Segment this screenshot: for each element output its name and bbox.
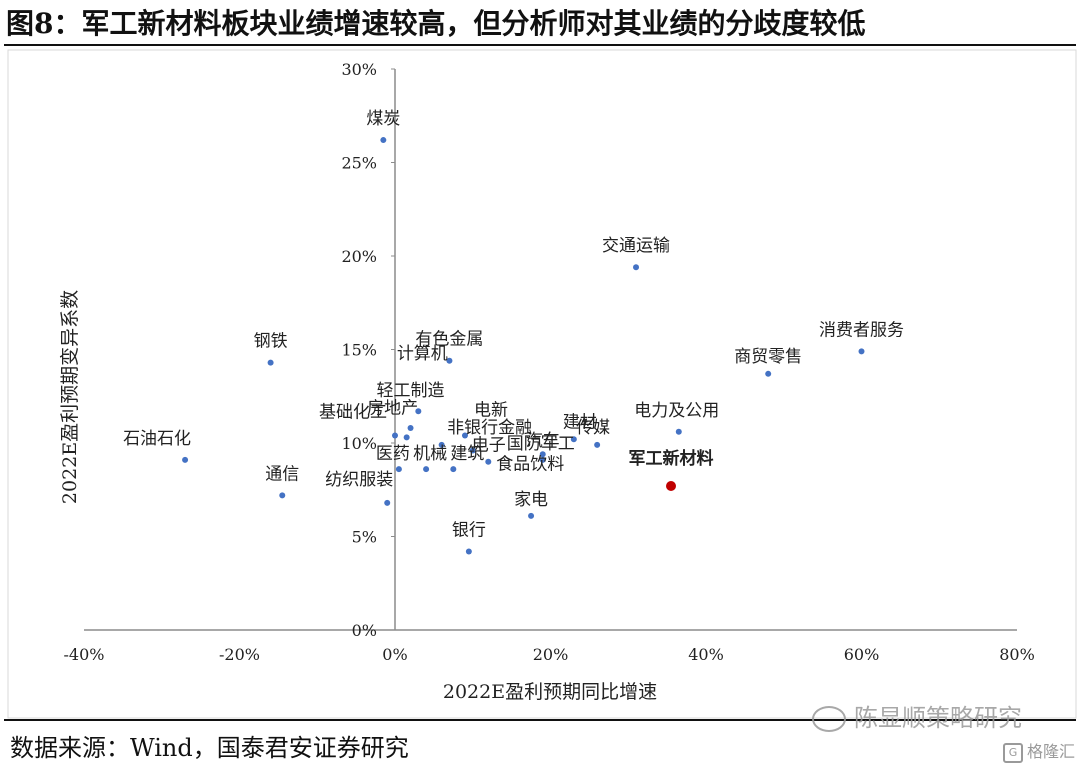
point-label: 石油石化 bbox=[123, 429, 191, 449]
data-point bbox=[182, 456, 189, 463]
data-point bbox=[570, 436, 577, 443]
point-label: 通信 bbox=[265, 464, 299, 484]
data-point bbox=[415, 408, 422, 415]
point-label: 传媒 bbox=[576, 418, 610, 438]
y-tick-label: 20% bbox=[341, 247, 377, 266]
point-label: 有色金属 bbox=[415, 330, 483, 350]
data-point bbox=[423, 466, 430, 473]
data-points bbox=[182, 137, 865, 555]
data-point bbox=[528, 512, 535, 519]
point-label: 非银行金融 bbox=[447, 418, 532, 438]
point-label: 商贸零售 bbox=[734, 347, 802, 367]
data-point bbox=[395, 466, 402, 473]
x-tick-label: 80% bbox=[999, 645, 1035, 664]
data-point bbox=[858, 348, 865, 355]
data-point bbox=[279, 492, 286, 499]
point-label: 消费者服务 bbox=[819, 320, 904, 340]
source-rule bbox=[4, 719, 1076, 721]
data-point bbox=[446, 357, 453, 364]
data-point bbox=[380, 137, 387, 144]
point-label: 钢铁 bbox=[254, 332, 288, 352]
point-label: 房地产 bbox=[367, 398, 418, 418]
y-tick-label: 25% bbox=[341, 154, 377, 173]
figure-title: 图8：军工新材料板块业绩增速较高，但分析师对其业绩的分歧度较低 bbox=[6, 7, 866, 40]
y-tick-label: 5% bbox=[352, 528, 377, 547]
axes: -40% -20% 0% 20% 40% 60% 80% 0% 5% 10% 15% 20% 25% 30… bbox=[64, 60, 1035, 664]
data-point bbox=[461, 432, 468, 439]
data-point bbox=[539, 451, 546, 458]
point-label: 交通运输 bbox=[602, 236, 670, 256]
point-label: 轻工制造 bbox=[377, 381, 445, 401]
data-point bbox=[450, 466, 457, 473]
site-logo-icon: G bbox=[1003, 742, 1023, 763]
chart-frame bbox=[7, 49, 1077, 719]
x-tick-label: -40% bbox=[64, 645, 105, 664]
data-point bbox=[485, 458, 492, 465]
point-label: 纺织服装 bbox=[325, 470, 393, 490]
point-label: 计算机 bbox=[397, 344, 448, 364]
data-point bbox=[633, 264, 640, 271]
point-label: 电力及公用 bbox=[634, 401, 719, 421]
data-point bbox=[438, 441, 445, 448]
scatter-chart: -40% -20% 0% 20% 40% 60% 80% 0% 5% 10% 15% 20% 25% 30… bbox=[7, 49, 1077, 719]
data-point bbox=[465, 548, 472, 555]
data-point bbox=[675, 428, 682, 435]
y-tick-label: 10% bbox=[341, 434, 377, 453]
x-tick-label: -20% bbox=[219, 645, 260, 664]
point-label: 建材 bbox=[563, 412, 597, 432]
data-point bbox=[594, 441, 601, 448]
point-label: 医药 bbox=[376, 444, 410, 464]
y-axis-title: 2022E盈利预期变异系数 bbox=[59, 290, 81, 504]
data-point bbox=[267, 359, 274, 366]
point-label: 基础化工 bbox=[319, 403, 387, 423]
x-tick-label: 20% bbox=[533, 645, 569, 664]
point-label: 电子 bbox=[472, 435, 506, 455]
x-tick-label: 40% bbox=[688, 645, 724, 664]
highlight-point-label: 军工新材料 bbox=[629, 448, 714, 469]
data-point bbox=[765, 370, 772, 377]
wechat-icon bbox=[812, 706, 846, 732]
point-label: 食品饮料 bbox=[496, 455, 564, 475]
point-label: 煤炭 bbox=[366, 109, 400, 129]
point-label: 建筑 bbox=[450, 444, 484, 464]
x-tick-label: 0% bbox=[382, 645, 407, 664]
y-tick-label: 15% bbox=[341, 341, 377, 360]
x-tick-label: 60% bbox=[844, 645, 880, 664]
data-point bbox=[392, 432, 398, 439]
source-note: 数据来源：Wind，国泰君安证券研究 bbox=[10, 734, 409, 762]
data-point bbox=[539, 456, 546, 463]
y-tick-label: 30% bbox=[341, 60, 377, 79]
title-rule bbox=[4, 44, 1076, 46]
y-tick-label: 0% bbox=[352, 621, 377, 640]
highlight-point bbox=[666, 481, 677, 492]
point-label: 家电 bbox=[514, 490, 548, 510]
wechat-watermark-text: 陈显顺策略研究 bbox=[854, 704, 1022, 732]
point-label: 银行 bbox=[452, 520, 486, 540]
point-label: 电新 bbox=[474, 401, 508, 421]
data-point bbox=[384, 499, 391, 506]
data-point bbox=[407, 425, 414, 432]
point-label: 机械 bbox=[413, 444, 447, 464]
site-watermark-text: 格隆汇 bbox=[1027, 742, 1076, 761]
point-label: 汽车 bbox=[526, 431, 560, 451]
data-point bbox=[403, 434, 410, 441]
x-axis-title: 2022E盈利预期同比增速 bbox=[443, 681, 657, 703]
wechat-watermark: 陈显顺策略研究 bbox=[812, 698, 1022, 733]
site-watermark: G 格隆汇 bbox=[1003, 738, 1075, 763]
point-label: 国防军工 bbox=[507, 434, 575, 454]
data-point bbox=[469, 447, 476, 454]
